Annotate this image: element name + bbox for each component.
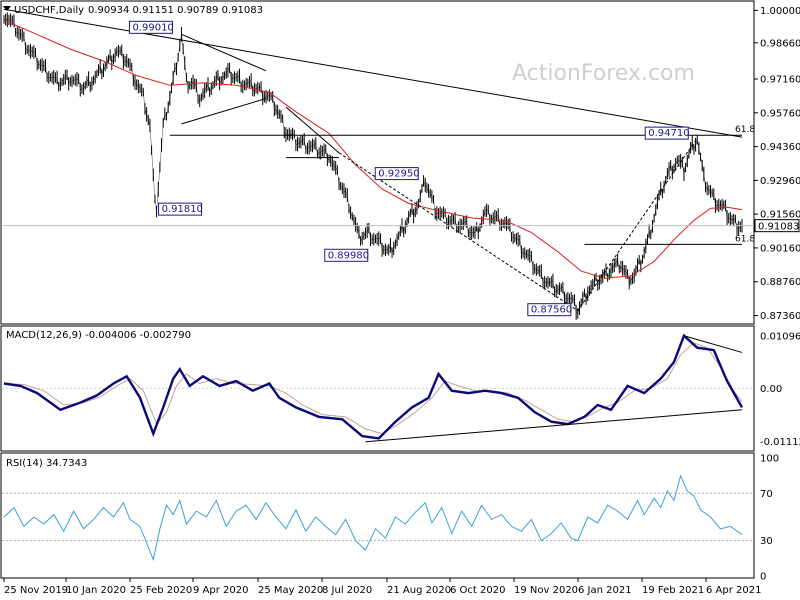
x-tick-label: 10 Jan 2020 [66,585,126,596]
rsi-y-tick-label: 0 [760,572,766,583]
x-tick-label: 19 Feb 2021 [642,585,704,596]
price-panel-frame [0,0,755,325]
x-tick-label: 8 Jul 2020 [322,585,372,596]
price-y-tick-label: 0.94360 [760,142,800,153]
x-tick-label: 25 Nov 2019 [4,585,68,596]
macd-trendline [683,335,743,353]
x-tick-label: 19 Nov 2020 [514,585,578,596]
menu-triangle-icon[interactable] [3,6,11,11]
macd-y-tick-label: -0.011127 [760,437,800,448]
price-label: 0.99010 [132,22,173,33]
rsi-plot [2,474,754,562]
price-label-box [527,303,572,317]
macd-plot [2,333,754,443]
current-price-label: 0.91083 [758,222,799,233]
price-trendline [3,8,743,138]
x-tick-label: 21 Aug 2020 [387,585,451,596]
rsi-line [3,474,743,562]
rsi-label: RSI(14) 34.7343 [6,458,87,469]
x-tick-label: 6 Apr 2021 [706,585,761,596]
price-y-tick-label: 1.00000 [760,6,800,17]
price-y-tick-label: 0.98660 [760,38,800,49]
price-y-tick-label: 0.92960 [760,176,800,187]
macd-line [3,333,744,440]
price-label-box [158,202,203,216]
price-trendline [181,33,267,72]
fib-label: 61.8 [735,125,755,135]
rsi-y-tick-label: 30 [760,536,773,547]
ohlc-label: 0.90934 0.91151 0.90789 0.91083 [88,5,263,16]
macd-trendline [365,409,743,443]
price-y-tick-label: 0.88760 [760,277,800,288]
macd-panel-frame [0,325,755,452]
price-y-tick-label: 0.91560 [760,210,800,221]
price-label-box [374,167,419,181]
price-label-box [128,20,173,34]
price-y-tick-label: 0.90160 [760,243,800,254]
price-y-tick-label: 0.95760 [760,108,800,119]
symbol-label: USDCHF,Daily [14,5,84,16]
price-label: 0.87560 [531,305,572,316]
macd-label: MACD(12,26,9) -0.004006 -0.002790 [6,330,191,341]
price-label: 0.94710 [648,128,689,139]
macd-y-tick-label: 0.010967 [760,331,800,342]
price-plot [2,8,754,320]
x-tick-label: 9 Apr 2020 [193,585,248,596]
price-label-box [324,248,369,262]
macd-y-tick-label: 0.00 [760,384,782,395]
price-label-box [644,126,689,140]
fib-label: 61.8 [735,234,755,244]
price-label: 0.92950 [378,169,419,180]
price-trendline [285,106,340,154]
x-tick-label: 6 Jan 2021 [578,585,632,596]
rsi-panel-frame [0,452,755,579]
rsi-y-tick-label: 100 [760,454,779,465]
rsi-y-tick-label: 70 [760,489,773,500]
price-y-tick-label: 0.87360 [760,311,800,322]
price-label: 0.91810 [162,204,203,215]
header: USDCHF,Daily 0.90934 0.91151 0.90789 0.9… [3,5,263,16]
price-trendline [181,98,267,125]
current-price-box [754,219,800,233]
price-line [3,19,743,314]
price-label: 0.89980 [328,250,369,261]
x-tick-label: 25 May 2020 [258,585,323,596]
watermark: ActionForex.com [512,61,695,86]
price-y-tick-label: 0.97160 [760,74,800,85]
x-tick-label: 25 Feb 2020 [130,585,192,596]
x-tick-label: 6 Oct 2020 [450,585,505,596]
sma-line [3,19,743,279]
